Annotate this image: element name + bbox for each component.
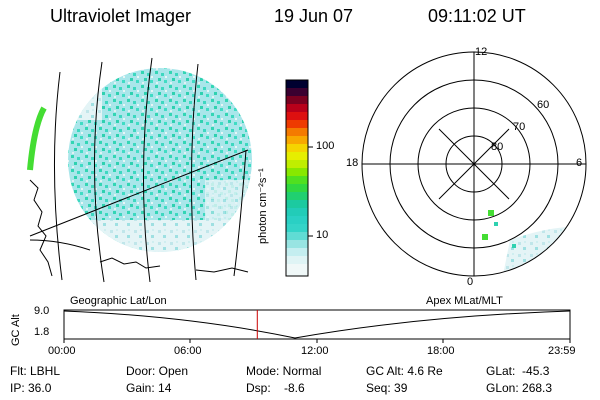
color-scale-bar (285, 79, 313, 277)
status-seq: Seq: 39 (366, 381, 408, 395)
time-tick-2359: 23:59 (548, 345, 576, 357)
gc-alt-axis-label: GC Alt (10, 314, 22, 346)
lat-label-70: 70 (513, 121, 526, 133)
status-gain: Gain: 14 (126, 381, 172, 395)
status-ip: IP: 36.0 (10, 381, 52, 395)
geographic-grid-lines (29, 57, 249, 283)
mlt-label-0: 0 (467, 276, 474, 288)
mlt-label-6: 6 (576, 157, 583, 169)
observation-time: 09:11:02 UT (428, 6, 526, 26)
status-dsp: Dsp: -8.6 (246, 381, 305, 395)
status-mode: Mode: Normal (246, 364, 322, 378)
status-gc-alt: GC Alt: 4.6 Re (366, 364, 443, 378)
time-tick-0600: 06:00 (174, 345, 202, 357)
limb-green-arc (27, 106, 47, 171)
status-flt: Flt: LBHL (10, 364, 61, 378)
lat-label-80: 80 (491, 141, 504, 153)
colorbar-tick-10: 10 (316, 229, 329, 241)
altitude-strip-chart (63, 309, 571, 343)
geographic-caption: Geographic Lat/Lon (70, 295, 167, 307)
apex-caption: Apex MLat/MLT (426, 295, 503, 307)
polar-mlat-mlt-plot (361, 51, 587, 277)
status-door: Door: Open (126, 364, 189, 378)
time-tick-0000: 00:00 (48, 345, 76, 357)
time-tick-1800: 18:00 (427, 345, 455, 357)
geographic-earth-disk (68, 68, 252, 252)
instrument-title: Ultraviolet Imager (50, 6, 192, 26)
lat-label-60: 60 (537, 99, 550, 111)
time-tick-1200: 12:00 (301, 345, 329, 357)
colorbar-tick-100: 100 (316, 140, 335, 152)
status-glon: GLon: 268.3 (486, 381, 553, 395)
mlt-label-12: 12 (475, 46, 488, 58)
status-glat: GLat: -45.3 (486, 364, 550, 378)
coastline-outline (29, 179, 249, 277)
colorbar-unit-label: photon cm⁻²s⁻¹ (257, 168, 269, 244)
alt-tick-high: 9.0 (34, 305, 50, 317)
observation-date: 19 Jun 07 (274, 6, 354, 26)
mlt-label-18: 18 (346, 157, 359, 169)
alt-tick-low: 1.8 (34, 326, 50, 338)
